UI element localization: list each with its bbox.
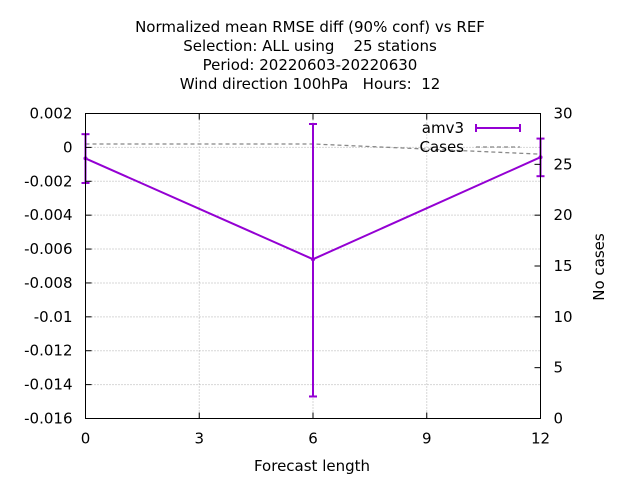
y2-tick-label: 30 (554, 105, 573, 123)
y-tick-label: -0.006 (24, 240, 72, 258)
y-tick-label: -0.016 (24, 410, 72, 428)
grid (85, 113, 541, 419)
title-line-3: Period: 20220603-20220630 (203, 56, 418, 74)
y2-axis-label: No cases (590, 233, 608, 301)
y2-tick-label: 20 (554, 206, 573, 224)
y-tick-label: -0.002 (24, 172, 72, 190)
y-tick-label: 0.002 (30, 105, 73, 123)
y2-tick-label: 0 (554, 410, 564, 428)
legend-label-cases: Cases (419, 138, 464, 156)
chart-title: Normalized mean RMSE diff (90% conf) vs … (135, 18, 485, 93)
errorbar-amv3 (309, 123, 317, 398)
x-tick-label: 12 (531, 430, 550, 448)
y-tick-label: -0.004 (24, 206, 72, 224)
legend: amv3 Cases (419, 119, 521, 156)
x-axis-label: Forecast length (254, 457, 370, 475)
y-tick-label: -0.012 (24, 342, 72, 360)
plot-frame (85, 113, 541, 419)
x-tick-label: 9 (422, 430, 432, 448)
y2-tick-label: 15 (554, 257, 573, 275)
legend-label-amv3: amv3 (422, 119, 464, 137)
title-line-2: Selection: ALL using 25 stations (183, 37, 437, 55)
y-tick-label: -0.008 (24, 274, 72, 292)
x-tick-label: 3 (194, 430, 204, 448)
y2-tick-label: 10 (554, 308, 573, 326)
y-tick-label: -0.01 (34, 308, 73, 326)
y-tick-label: -0.014 (24, 376, 72, 394)
y2-tick-label: 25 (554, 155, 573, 173)
axis-ticks: 0 3 6 9 12 0.002 0 -0.002 -0.004 -0.006 -0.008 -0.0… (24, 105, 572, 448)
title-line-1: Normalized mean RMSE diff (90% conf) vs … (135, 18, 485, 36)
y2-tick-label: 5 (554, 359, 564, 377)
x-tick-label: 0 (81, 430, 91, 448)
legend-key-amv3 (475, 124, 521, 132)
data-point-amv3 (311, 257, 315, 262)
plot-area (81, 123, 545, 398)
x-tick-label: 6 (308, 430, 318, 448)
title-line-4: Wind direction 100hPa Hours: 12 (180, 75, 441, 93)
y-tick-label: 0 (63, 138, 73, 156)
